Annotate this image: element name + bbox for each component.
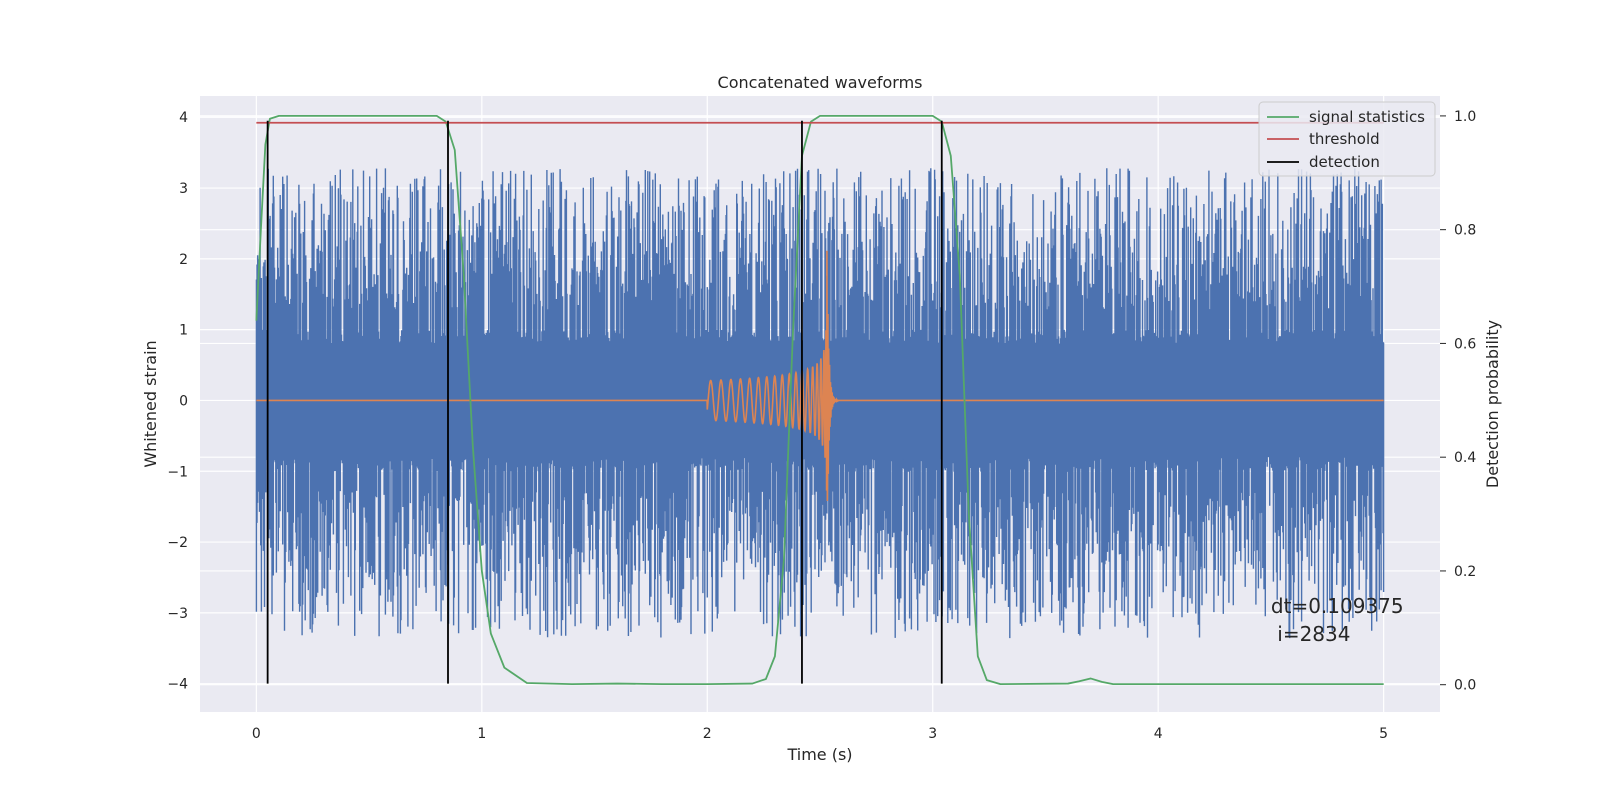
- x-tick-label: 1: [477, 726, 486, 742]
- y-tick-label: −2: [167, 535, 188, 551]
- legend-label-detection: detection: [1309, 153, 1380, 171]
- series-signal-statistics: [255, 115, 1384, 686]
- y2-tick-label: 0.0: [1454, 678, 1476, 694]
- x-axis-label: Time (s): [786, 745, 852, 764]
- y2-tick-label: 0.8: [1454, 223, 1476, 239]
- y-tick-label: 4: [179, 110, 188, 126]
- y2-tick-labels: 0.0 0.2 0.4 0.6 0.8 1.0: [1440, 109, 1476, 694]
- x-tick-label: 3: [928, 726, 937, 742]
- y2-tick-label: 0.6: [1454, 336, 1476, 352]
- y2-tick-label: 0.2: [1454, 564, 1476, 580]
- y-tick-label: 2: [179, 252, 188, 268]
- series-layer: [255, 115, 1385, 686]
- x-tick-label: 0: [252, 726, 261, 742]
- legend: signal statistics threshold detection: [1258, 101, 1436, 177]
- chart-title: Concatenated waveforms: [718, 73, 923, 92]
- y-axis-label: Whitened strain: [141, 340, 160, 467]
- annotation-i: i=2834: [1271, 622, 1351, 646]
- legend-label-signal-statistics: signal statistics: [1309, 108, 1425, 126]
- series-injected-waveform: [256, 250, 1384, 502]
- x-tick-label: 5: [1379, 726, 1388, 742]
- y-tick-label: 1: [179, 323, 188, 339]
- legend-label-threshold: threshold: [1309, 130, 1380, 148]
- annotation-dt: dt=0.109375: [1271, 594, 1404, 618]
- x-tick-labels: 0 1 2 3 4 5: [252, 726, 1388, 742]
- plot-contents: [255, 115, 1385, 686]
- legend-box: [1258, 101, 1436, 177]
- series-detection: [266, 120, 943, 684]
- x-tick-label: 2: [703, 726, 712, 742]
- y-tick-labels: −4 −3 −2 −1 0 1 2 3 4: [167, 110, 188, 692]
- y-tick-label: 3: [179, 181, 188, 197]
- y-tick-label: 0: [179, 393, 188, 409]
- y2-tick-label: 0.4: [1454, 450, 1476, 466]
- injected-waveform-line: [256, 250, 1384, 502]
- x-tick-label: 4: [1154, 726, 1163, 742]
- y-tick-label: −3: [167, 606, 188, 622]
- y2-tick-label: 1.0: [1454, 109, 1476, 125]
- y2-axis-label: Detection probability: [1483, 320, 1502, 488]
- y-tick-label: −4: [167, 677, 188, 693]
- y-tick-label: −1: [167, 464, 188, 480]
